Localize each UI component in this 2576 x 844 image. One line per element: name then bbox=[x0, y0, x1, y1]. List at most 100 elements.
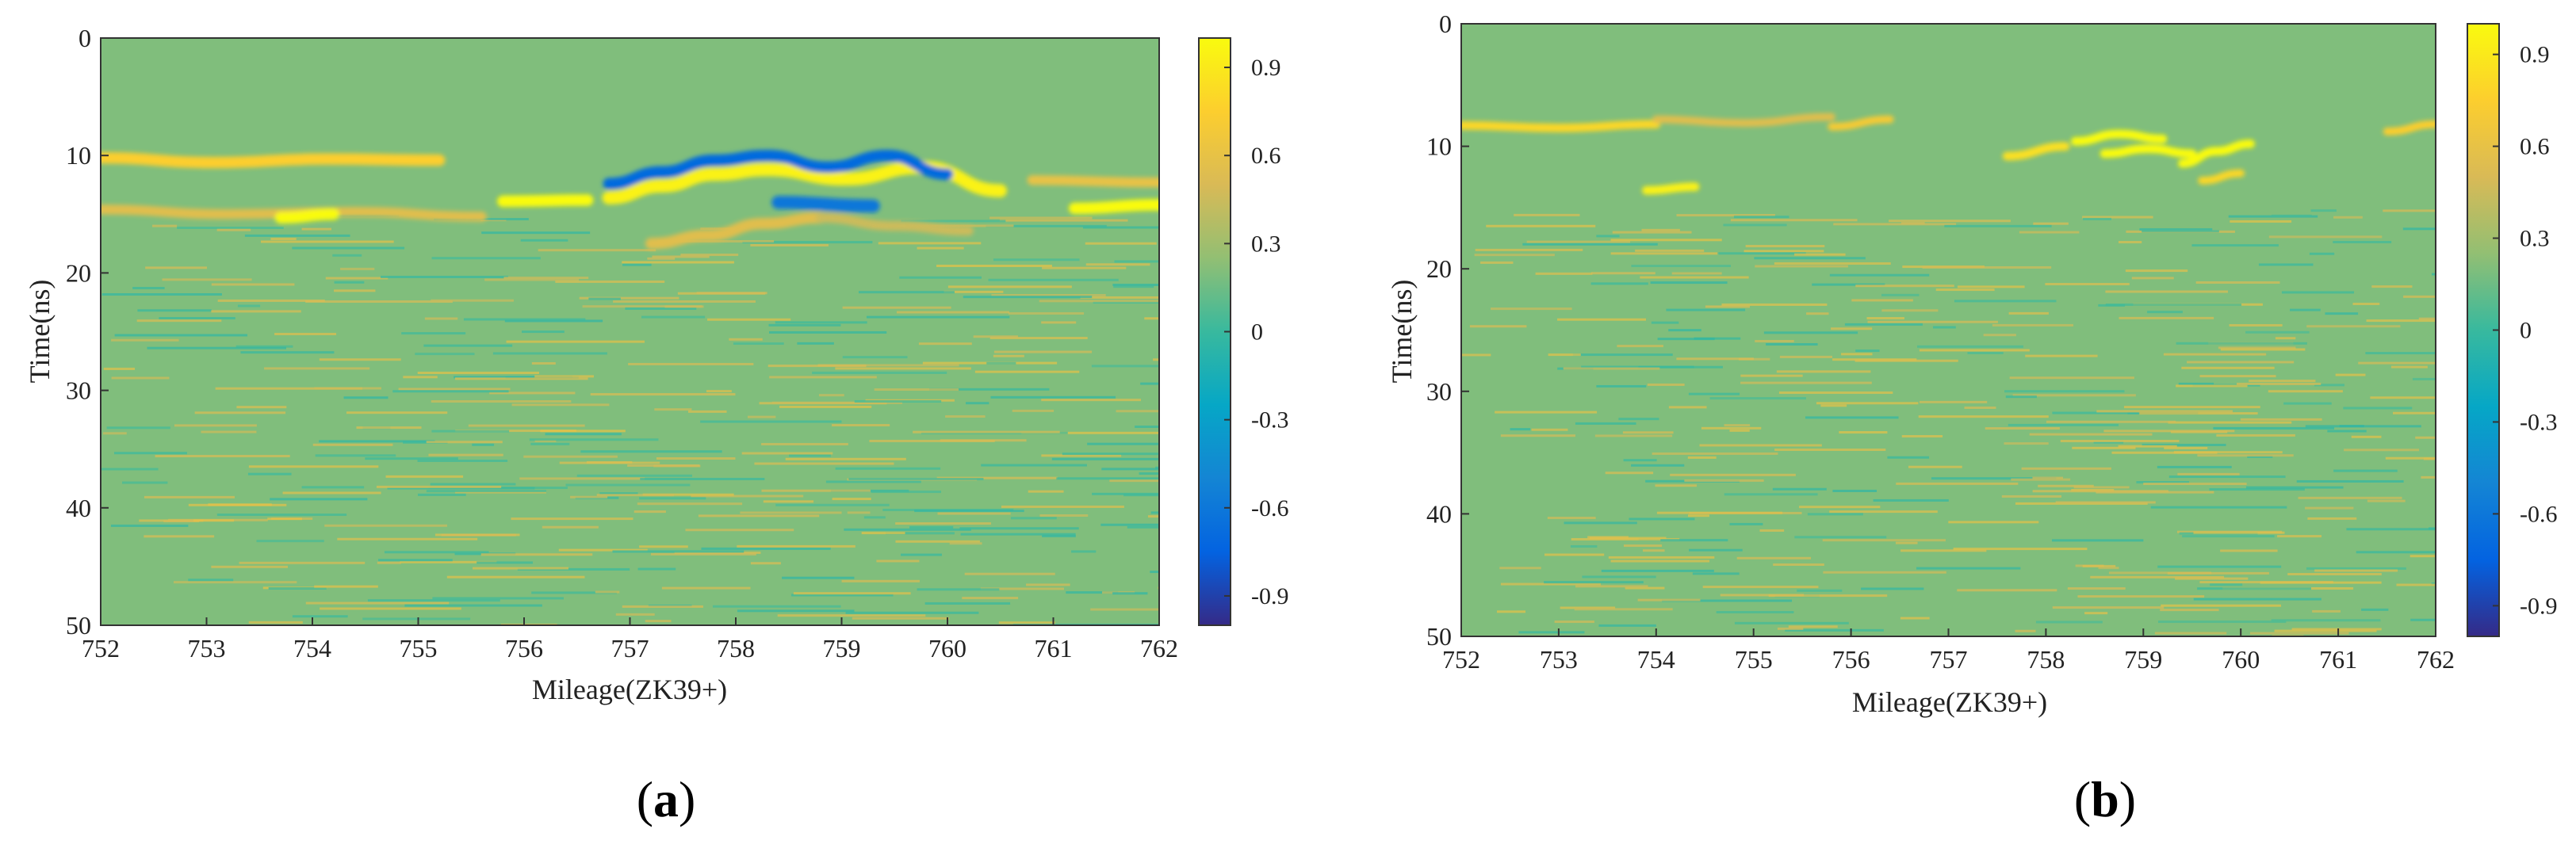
texture-streak bbox=[1610, 559, 1710, 563]
texture-streak bbox=[1625, 586, 1665, 590]
texture-streak bbox=[2093, 441, 2124, 444]
texture-streak bbox=[2111, 451, 2218, 454]
texture-streak bbox=[1623, 459, 1657, 462]
reflection-band bbox=[2383, 120, 2436, 136]
texture-streak bbox=[2366, 319, 2436, 323]
texture-streak bbox=[2033, 222, 2069, 225]
texture-streak bbox=[918, 342, 972, 346]
texture-streak bbox=[1702, 586, 1819, 589]
texture-streak bbox=[2178, 382, 2214, 385]
texture-streak bbox=[2021, 467, 2111, 470]
texture-streak bbox=[122, 481, 168, 484]
texture-streak bbox=[477, 561, 534, 564]
texture-streak bbox=[1113, 285, 1154, 288]
texture-streak bbox=[1688, 392, 1740, 395]
texture-streak bbox=[990, 395, 1116, 399]
texture-streak bbox=[761, 489, 871, 492]
texture-streak bbox=[962, 597, 1019, 600]
texture-streak bbox=[517, 567, 630, 571]
texture-streak bbox=[2175, 577, 2249, 580]
texture-streak bbox=[332, 254, 362, 257]
texture-streak bbox=[431, 400, 572, 403]
texture-streak bbox=[1908, 465, 1962, 468]
texture-streak bbox=[1895, 541, 1918, 544]
texture-streak bbox=[1799, 506, 1881, 509]
texture-streak bbox=[1922, 265, 2052, 269]
texture-streak bbox=[1056, 477, 1159, 480]
texture-streak bbox=[1873, 498, 1949, 502]
texture-streak bbox=[842, 356, 908, 359]
texture-streak bbox=[1571, 537, 1680, 540]
texture-streak bbox=[612, 550, 744, 553]
texture-streak bbox=[1042, 534, 1076, 537]
texture-streak bbox=[1605, 472, 1654, 475]
texture-streak bbox=[320, 607, 461, 610]
texture-streak bbox=[2287, 573, 2382, 576]
y-tick-label: 0 bbox=[1439, 10, 1452, 38]
texture-streak bbox=[1582, 575, 1656, 579]
texture-streak bbox=[2077, 595, 2205, 598]
texture-streak bbox=[2230, 220, 2292, 223]
texture-streak bbox=[1475, 248, 1583, 251]
colorbar-tick-label: -0.3 bbox=[1251, 407, 1289, 433]
texture-streak bbox=[580, 450, 722, 453]
texture-streak bbox=[596, 494, 675, 497]
texture-streak bbox=[1028, 490, 1064, 493]
texture-streak bbox=[2245, 486, 2344, 489]
texture-streak bbox=[1486, 224, 1596, 227]
texture-streak bbox=[2314, 569, 2398, 572]
texture-streak bbox=[899, 276, 982, 279]
texture-streak bbox=[1039, 300, 1159, 303]
reflection-band bbox=[602, 162, 775, 204]
texture-streak bbox=[2073, 486, 2130, 489]
texture-streak bbox=[1591, 272, 1655, 275]
texture-streak bbox=[2274, 629, 2377, 632]
texture-streak bbox=[1518, 631, 1585, 634]
texture-streak bbox=[588, 297, 621, 300]
texture-streak bbox=[1841, 353, 1873, 356]
texture-streak bbox=[628, 362, 754, 365]
texture-streak bbox=[998, 621, 1055, 624]
texture-streak bbox=[2142, 230, 2219, 233]
texture-streak bbox=[1651, 321, 1679, 324]
reflection-band bbox=[2198, 169, 2245, 185]
texture-streak bbox=[2090, 575, 2225, 579]
texture-streak bbox=[314, 387, 381, 390]
texture-streak bbox=[1637, 598, 1701, 601]
texture-streak bbox=[641, 315, 706, 319]
texture-streak bbox=[492, 352, 607, 355]
x-tick-label: 753 bbox=[1540, 645, 1578, 674]
texture-streak bbox=[640, 477, 765, 480]
texture-streak bbox=[1806, 312, 1829, 315]
texture-streak bbox=[248, 621, 303, 624]
texture-streak bbox=[1560, 606, 1616, 609]
texture-streak bbox=[1740, 381, 1872, 384]
texture-streak bbox=[1687, 456, 1717, 459]
texture-streak bbox=[1112, 592, 1148, 595]
texture-streak bbox=[542, 525, 599, 529]
texture-streak bbox=[1647, 383, 1685, 386]
colorbar-ticks-a: 0.9 0.6 0.3 0 -0.3 -0.6 -0.9 bbox=[1224, 55, 1289, 609]
texture-streak bbox=[1039, 514, 1089, 517]
texture-streak bbox=[1109, 479, 1159, 483]
reflection-band bbox=[760, 160, 1008, 197]
texture-streak bbox=[782, 576, 855, 579]
texture-streak bbox=[901, 553, 942, 556]
texture-streak bbox=[1001, 505, 1124, 508]
texture-streak bbox=[423, 344, 513, 347]
texture-streak bbox=[247, 472, 292, 475]
texture-streak bbox=[1474, 254, 1555, 257]
texture-streak bbox=[2139, 227, 2213, 231]
texture-streak bbox=[1666, 308, 1746, 311]
texture-streak bbox=[1822, 539, 1946, 542]
y-tick-label: 50 bbox=[1426, 622, 1452, 651]
texture-streak bbox=[2418, 317, 2436, 320]
texture-streak bbox=[2108, 571, 2212, 575]
texture-streak bbox=[1901, 435, 1943, 438]
texture-streak bbox=[944, 290, 1004, 293]
texture-streak bbox=[503, 277, 589, 280]
texture-streak bbox=[637, 502, 743, 506]
texture-streak bbox=[707, 318, 791, 321]
texture-streak bbox=[2029, 433, 2153, 436]
texture-streak bbox=[1570, 544, 1598, 548]
